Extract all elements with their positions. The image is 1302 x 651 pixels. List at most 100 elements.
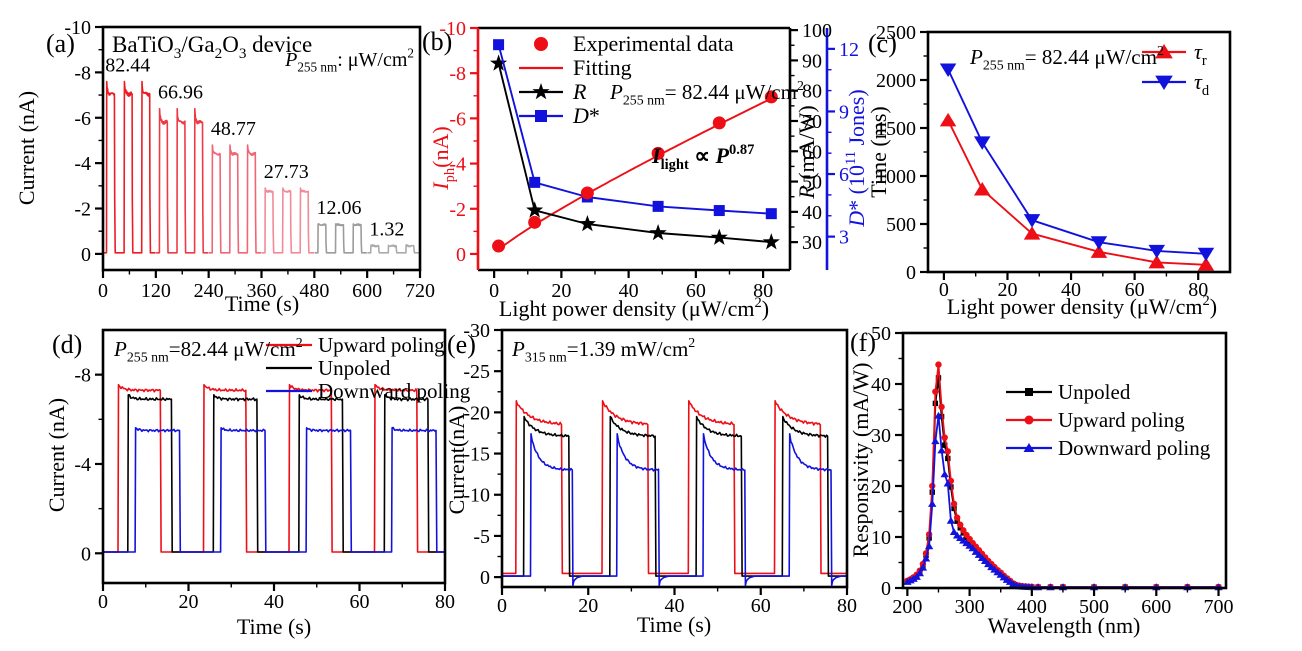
legend-square-marker (1025, 388, 1033, 396)
data-point-Experimental data (528, 215, 542, 229)
x-axis-title: Light power density (μW/cm2) (499, 295, 769, 321)
data-point-tau_r (1197, 257, 1215, 271)
series-line-tau_d (947, 68, 1207, 255)
data-point-R (490, 54, 508, 71)
y-tick-label: -4 (449, 154, 466, 176)
data-point-Experimental data (651, 146, 665, 160)
data-point-Downward poling (940, 470, 949, 478)
series-Upward poling (103, 383, 445, 553)
legend-label: D* (572, 103, 600, 128)
panel-letter: (e) (447, 330, 476, 359)
panel-d: 0 20 40 60 80 0 -4 -8 Time (s) Current (nA) Upward… (44, 328, 471, 639)
y-tick-label: -5 (473, 526, 490, 548)
data-point-Downward poling (918, 563, 928, 571)
legend-circle-marker (1024, 415, 1034, 425)
power-density-label: 82.44 (105, 54, 150, 76)
x-tick-label: 20 (578, 595, 598, 617)
y-tick-label: 1000 (876, 166, 916, 188)
x-tick-label: 80 (435, 591, 455, 613)
x-tick-label: 0 (98, 280, 108, 302)
data-point-Upward poling (953, 514, 961, 521)
y-tick-label: 10 (871, 527, 891, 549)
data-point-Unpoled (954, 518, 960, 524)
data-point-tau_d (1090, 236, 1108, 250)
panel-e: 0 20 40 60 80 0 -5 -10 -15 -20 -25 -30 Time (s) Curre… (444, 320, 857, 637)
data-point-Downward poling (915, 569, 924, 577)
panel-title: BaTiO3/Ga2O3 device (112, 32, 312, 62)
legend-label: Upward poling (1058, 408, 1185, 432)
data-point-tau_r (1148, 254, 1166, 269)
data-point-R (649, 224, 667, 241)
data-point-R (526, 201, 544, 218)
x-tick-label: 40 (665, 595, 685, 617)
y-tick-label: 0 (456, 244, 466, 266)
data-point-Upward poling (935, 361, 942, 368)
data-point-Upward poling (944, 448, 952, 455)
y-tick-label: -30 (463, 320, 490, 342)
y-axis-title-iph: Iph(nA) (428, 126, 458, 190)
legend-label: R (572, 79, 587, 104)
y-tick-label: -6 (74, 108, 91, 130)
y-tick-label: 500 (886, 214, 916, 236)
plot-box (901, 331, 1228, 590)
panel-b: 0 20 40 60 80 0 -2 -4 -6 -8 -10 30 40 50 60 70 80 90 100 3 6… (422, 18, 869, 321)
data-point-Upward poling (941, 434, 948, 441)
y-tick-label: 80 (802, 81, 822, 103)
annotation: P255 nm= 82.44 μW/cm2 (609, 78, 804, 107)
data-point-Downward poling (912, 572, 921, 580)
x-tick-label: 720 (405, 280, 435, 302)
data-point-Experimental data (712, 116, 726, 130)
data-point-Unpoled (938, 413, 945, 420)
y-tick-label: 0 (906, 262, 916, 284)
data-point-Upward poling (960, 527, 967, 534)
power-density-label: 48.77 (211, 118, 256, 140)
legend-label: Unpoled (1058, 380, 1131, 404)
series-Unpoled (502, 415, 847, 577)
legend-tri-up-marker (1023, 443, 1035, 452)
data-point-Downward poling (928, 500, 937, 507)
data-point-Downward poling (924, 542, 934, 550)
series-Downward poling (502, 432, 847, 587)
y-axis-title: Responsivity (mA/W) (848, 363, 873, 558)
series-line-tau_r (947, 119, 1207, 266)
panel-letter: (b) (422, 27, 452, 56)
y-tick-label: -10 (463, 485, 490, 507)
plot-box (500, 328, 849, 589)
y-tick-label: 30 (871, 425, 891, 447)
pulse-series-66.96 (156, 107, 209, 254)
y-axis-title-dstar: D* (1011 Jones) (843, 89, 869, 227)
pulse-series-48.77 (208, 144, 262, 254)
data-point-Downward poling (934, 411, 943, 419)
x-tick-label: 40 (1061, 279, 1081, 301)
y-axis-title-r: R (mA/W) (794, 105, 819, 199)
y-tick-label: 30 (802, 232, 822, 254)
annotation: Ilight ∝ P0.87 (651, 142, 754, 173)
x-tick-label: 20 (179, 591, 199, 613)
pulse-series-12.06 (314, 223, 367, 254)
data-point-tau_d (1148, 244, 1166, 259)
x-tick-label: 400 (1017, 596, 1047, 618)
data-point-R (762, 233, 780, 250)
data-point-Downward poling (946, 516, 956, 524)
y-tick-label: 20 (871, 476, 891, 498)
x-tick-label: 20 (551, 280, 571, 302)
y-tick-label: 0 (881, 578, 891, 600)
y-tick-label: 60 (802, 141, 822, 163)
data-point-D* (765, 208, 777, 220)
legend-tri-down-marker (1155, 75, 1173, 90)
power-density-label: 12.06 (317, 197, 362, 219)
x-tick-label: 80 (753, 280, 773, 302)
legend-label: Downward poling (318, 379, 471, 403)
y-axis-title: Current (nA) (44, 398, 69, 512)
x-tick-label: 0 (98, 591, 108, 613)
x-tick-label: 0 (939, 279, 949, 301)
series-line-D* (497, 44, 772, 215)
legend-label: τr (1194, 39, 1207, 69)
x-tick-label: 80 (1188, 279, 1208, 301)
y-axis-title: Current (nA) (14, 91, 39, 205)
y-tick-label: -15 (463, 444, 490, 466)
panel-c: 0 20 40 60 80 0 500 1000 1500 2000 2500 Light power… (866, 22, 1232, 319)
data-point-R (710, 228, 728, 245)
x-tick-label: 500 (1079, 596, 1109, 618)
data-point-D* (713, 205, 725, 217)
